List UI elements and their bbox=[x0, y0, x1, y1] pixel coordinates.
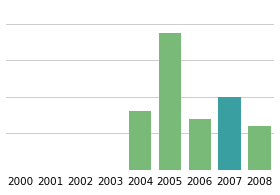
Bar bbox=[159, 33, 181, 170]
Bar bbox=[218, 97, 241, 170]
Bar bbox=[248, 126, 271, 170]
Bar bbox=[129, 111, 151, 170]
Bar bbox=[188, 119, 211, 170]
